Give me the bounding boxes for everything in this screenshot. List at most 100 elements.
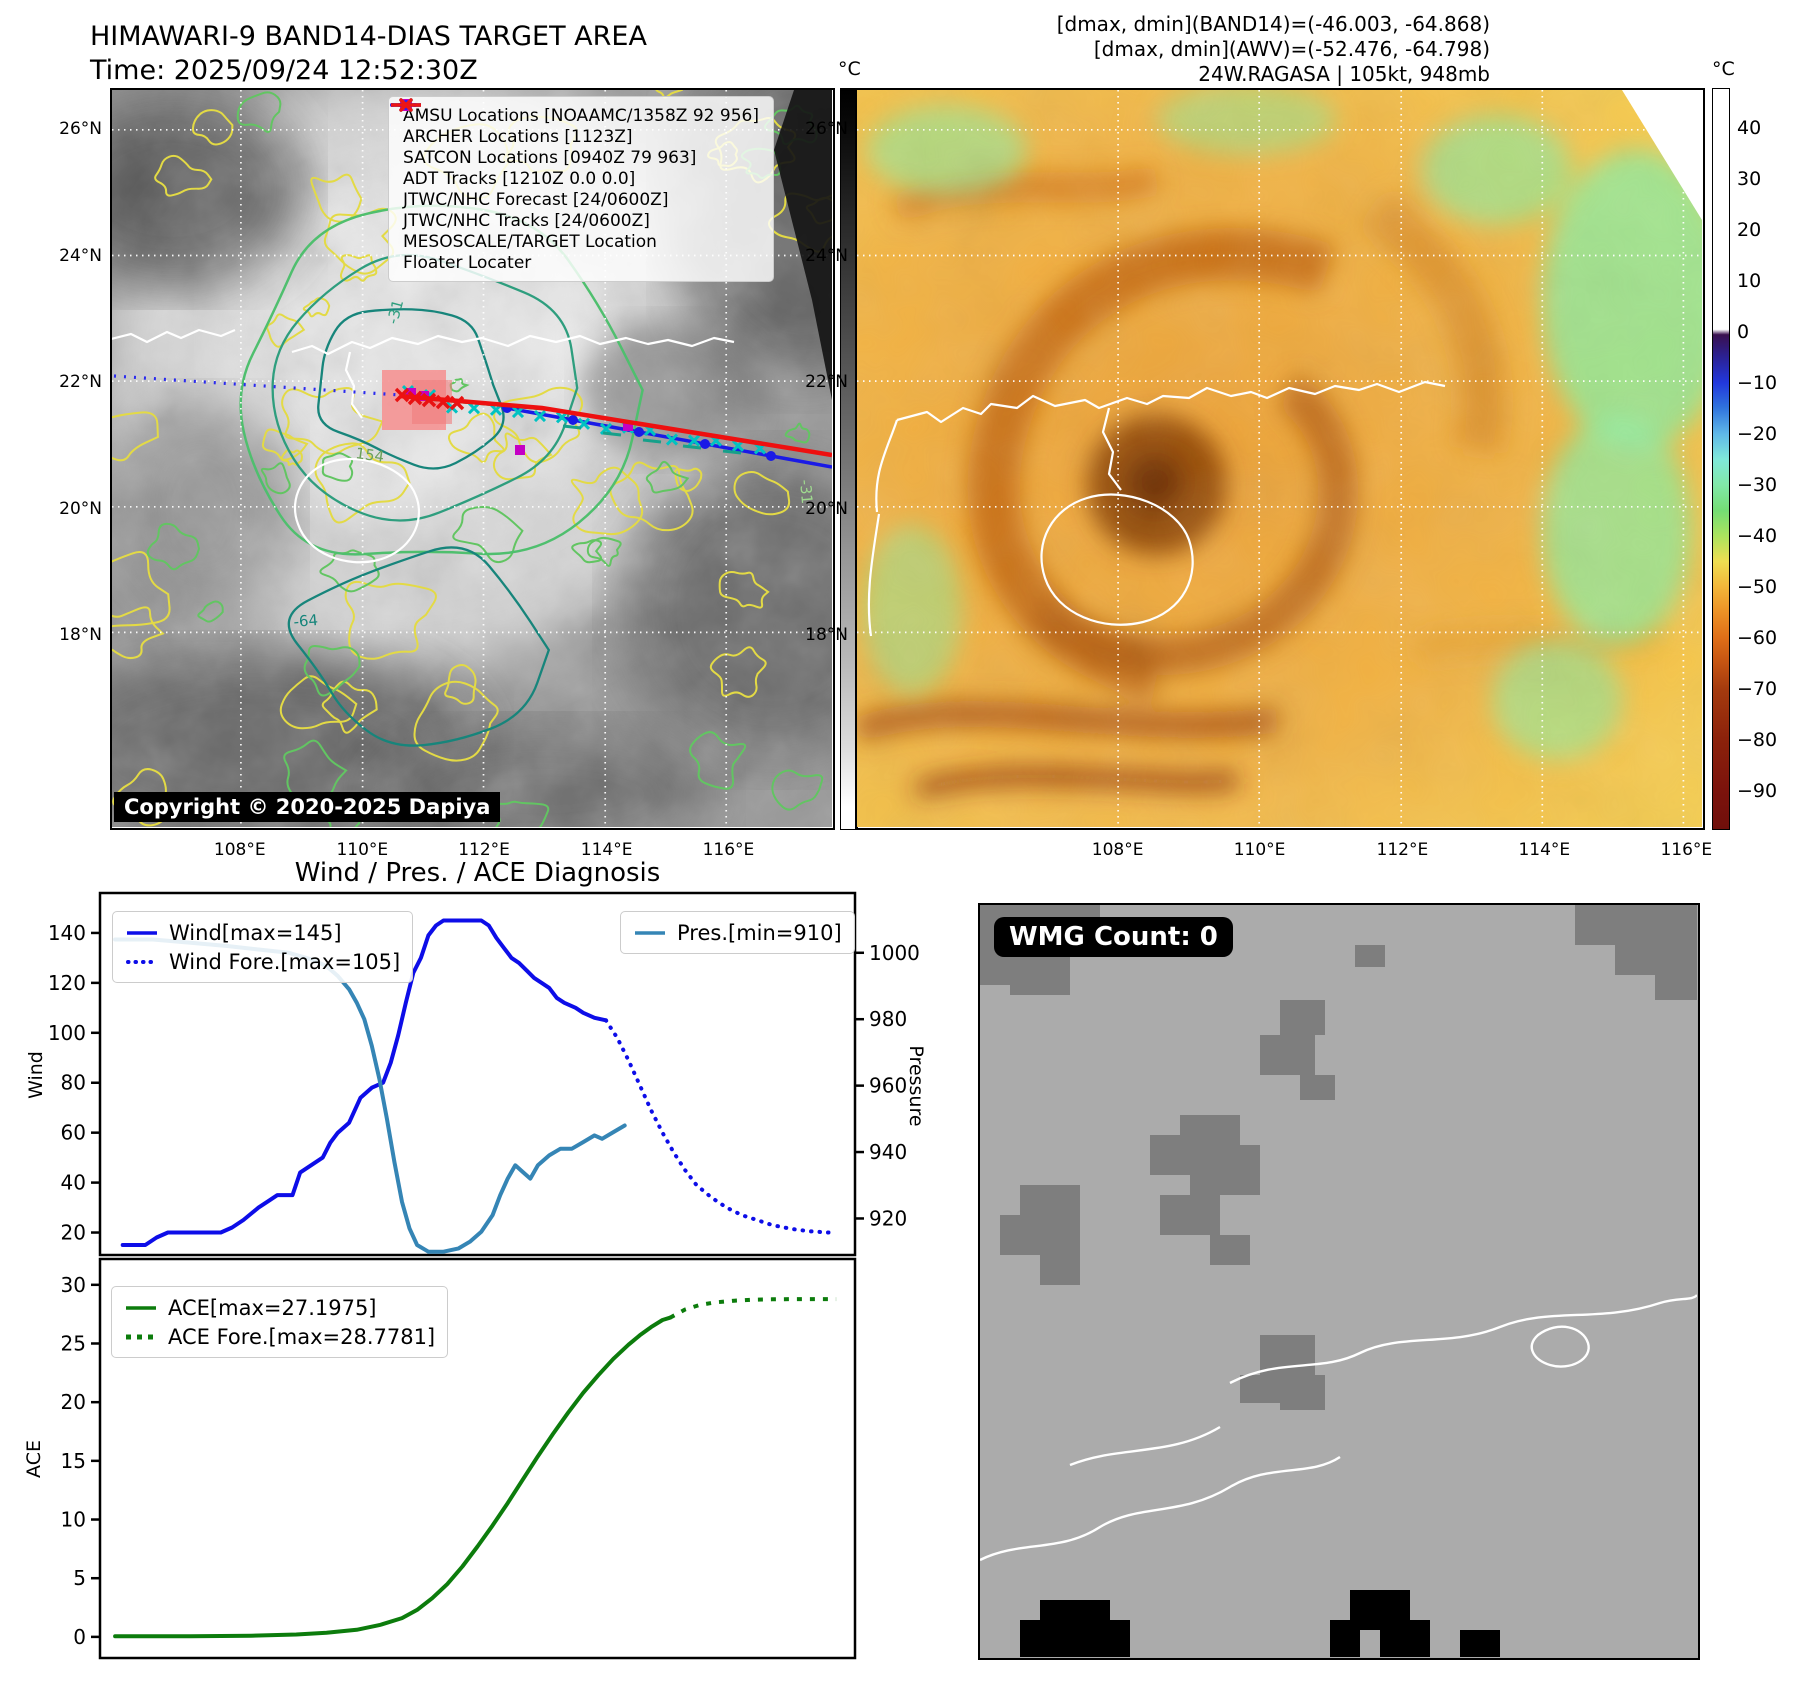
lon-tick-label: 114°E [1518, 840, 1571, 860]
lat-tick-label: 26°N [59, 119, 102, 140]
colorbar-tick-label: 0 [1737, 320, 1750, 343]
stats-awv: [dmax, dmin](AWV)=(-52.476, -64.798) [1093, 37, 1490, 61]
copyright-label: Copyright © 2020-2025 Dapiya [114, 792, 501, 822]
y-tick-label: 980 [869, 1007, 907, 1031]
colorbar-tick-label: −60 [1737, 626, 1778, 649]
lon-tick-label: 110°E [336, 840, 389, 860]
cold-cluster [1020, 1590, 1500, 1657]
lon-tick-label: 116°E [1660, 840, 1713, 860]
y-tick-label: 15 [61, 1449, 86, 1473]
y-tick-label: 80 [61, 1071, 86, 1095]
storm-tracks [113, 370, 832, 469]
series-dotted [603, 1018, 831, 1235]
lat-tick-label: 22°N [805, 372, 848, 393]
legend-item: ARCHER Locations [1123Z] [400, 99, 759, 147]
legend-item-label: Floater Locater [403, 252, 532, 273]
awv-colorbar [1712, 88, 1730, 830]
dotted-marker-icon [126, 959, 158, 964]
legend-item-label: ACE Fore.[max=28.7781] [168, 1324, 436, 1349]
ace-legend: ACE[max=27.1975] ACE Fore.[max=28.7781] [111, 1286, 449, 1358]
legend-item: JTWC/NHC Forecast [24/0600Z] [390, 103, 759, 210]
lon-tick-label: 108°E [213, 840, 266, 860]
lon-tick-label: 110°E [1233, 840, 1286, 860]
wind-legend: Wind[max=145] Wind Fore.[max=105] [112, 911, 414, 983]
colorbar-tick-label: −90 [1737, 779, 1778, 802]
lon-tick-label: 112°E [1376, 840, 1429, 860]
line-marker-icon [127, 930, 157, 935]
y-tick-label: 5 [73, 1566, 86, 1590]
y-tick-label: 960 [869, 1074, 907, 1098]
awv-satellite-map [855, 88, 1705, 830]
contour-label: -64 [293, 611, 319, 631]
legend-item: MESOSCALE/TARGET Location [399, 98, 759, 252]
y-tick-label: 30 [61, 1273, 86, 1297]
awv-colorbar-unit: °C [1712, 58, 1735, 80]
dashed-marker-icon [126, 1334, 156, 1339]
lat-tick-label: 18°N [59, 625, 102, 646]
colorbar-tick-label: −70 [1737, 677, 1778, 700]
y-tick-label: 140 [48, 921, 86, 945]
legend-item-label: Wind Fore.[max=105] [169, 949, 401, 974]
y-tick-label: 1000 [869, 941, 920, 965]
colorbar-tick-label: 30 [1737, 168, 1762, 191]
coastline [980, 1294, 1698, 1562]
y-tick-label: 100 [48, 1021, 86, 1045]
contour-label: 154 [354, 444, 385, 466]
legend-item-label: Wind[max=145] [169, 920, 342, 945]
legend-item: AMSU Locations [NOAAMC/1358Z 92 956] [400, 99, 759, 126]
legend-item: ADT Tracks [1210Z 0.0 0.0] [391, 103, 759, 189]
y-tick-label: 940 [869, 1140, 907, 1164]
legend-item-label: ARCHER Locations [1123Z] [403, 126, 633, 147]
colorbar-tick-label: −50 [1737, 575, 1778, 598]
series-solid [113, 1315, 672, 1639]
legend-item-label: MESOSCALE/TARGET Location [403, 231, 657, 252]
title-line2: Time: 2025/09/24 12:52:30Z [90, 55, 478, 86]
lat-tick-label: 20°N [59, 498, 102, 519]
y-tick-label: 120 [48, 971, 86, 995]
contour-label: -31 [383, 298, 407, 326]
legend-item: ACE Fore.[max=28.7781] [124, 1322, 435, 1351]
y-tick-label: 40 [61, 1171, 86, 1195]
map-legend: AMSU Locations [NOAAMC/1358Z 92 956] ARCH… [388, 96, 774, 282]
ace-axis-label: ACE [23, 1440, 45, 1478]
y-tick-label: 920 [869, 1206, 907, 1230]
colorbar-tick-label: −10 [1737, 371, 1778, 394]
colorbar-tick-label: −80 [1737, 728, 1778, 751]
wmg-count-label: WMG Count: 0 [994, 917, 1233, 957]
legend-item-label: JTWC/NHC Forecast [24/0600Z] [403, 189, 669, 210]
legend-item-label: ACE[max=27.1975] [168, 1295, 377, 1320]
wind-axis-label: Wind [25, 1051, 47, 1099]
legend-item: Wind[max=145] [125, 918, 400, 947]
colorbar-tick-label: −40 [1737, 524, 1778, 547]
legend-item: Floater Locater [391, 103, 759, 273]
wmg-map-art [980, 905, 1698, 1657]
series-solid [113, 937, 627, 1254]
lon-tick-label: 112°E [458, 840, 510, 860]
line-marker-icon [126, 1305, 156, 1310]
legend-item-label: ADT Tracks [1210Z 0.0 0.0] [403, 168, 636, 189]
stats-band14: [dmax, dmin](BAND14)=(-46.003, -64.868) [1056, 12, 1490, 36]
legend-item-label: Pres.[min=910] [677, 920, 842, 945]
chart-section-title: Wind / Pres. / ACE Diagnosis [294, 858, 661, 888]
line-marker-icon [635, 930, 665, 935]
lon-tick-label: 114°E [580, 840, 633, 860]
colorbar-tick-label: 10 [1737, 269, 1762, 292]
y-tick-label: 0 [73, 1625, 86, 1649]
lat-tick-label: 22°N [59, 372, 102, 393]
y-tick-label: 20 [61, 1221, 86, 1245]
y-tick-label: 60 [61, 1121, 86, 1145]
lat-tick-label: 26°N [805, 119, 848, 140]
legend-item: ACE[max=27.1975] [124, 1293, 435, 1322]
legend-item: SATCON Locations [0940Z 79 963] [399, 98, 759, 168]
coastline [112, 328, 735, 564]
y-tick-label: 25 [61, 1331, 86, 1355]
colorbar-tick-label: −30 [1737, 473, 1778, 496]
colorbar-tick-label: −20 [1737, 422, 1778, 445]
legend-item-label: JTWC/NHC Tracks [24/0600Z] [403, 210, 650, 231]
awv-colorbar-ticks: 40 30 20 10 0 −10 −20 −30 −40 −50 −60 −70 −80 −90 [1737, 88, 1797, 830]
lat-tick-label: 20°N [805, 498, 848, 519]
pressure-axis-label: Pressure [905, 1045, 927, 1127]
contour-label: -31 [796, 479, 816, 505]
band14-satellite-map: -31 154 -64 -31 AMSU Locations [NOAAMC/1358… [110, 88, 835, 830]
